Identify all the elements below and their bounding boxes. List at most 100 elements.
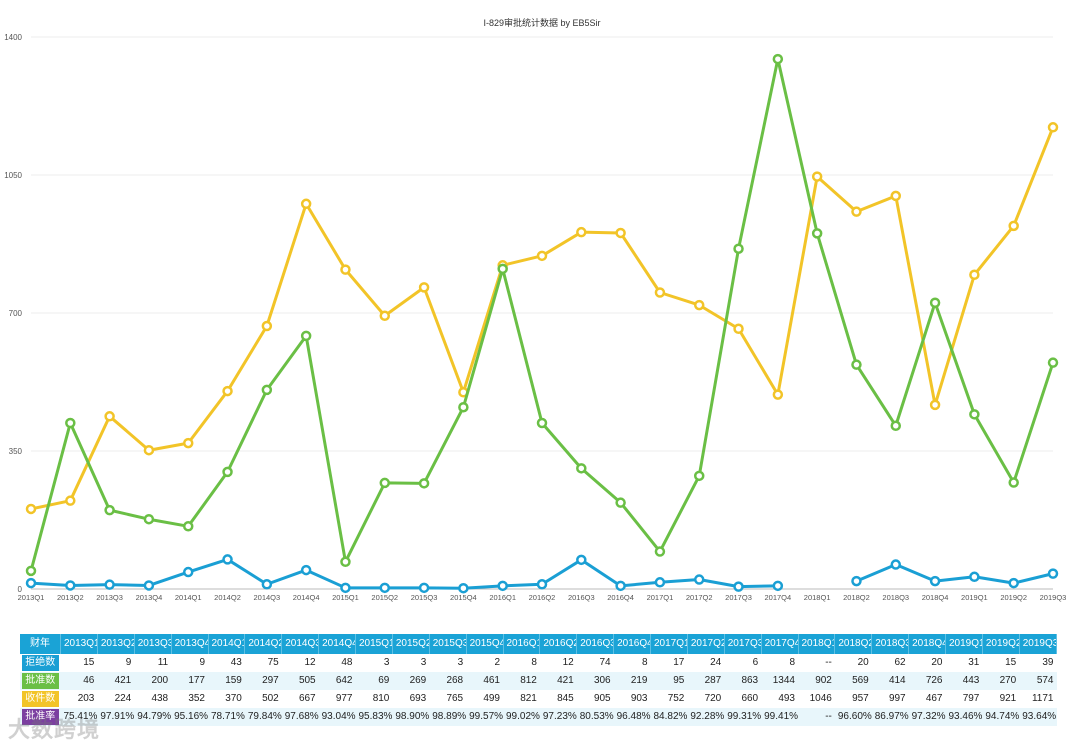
table-cell: 505 xyxy=(281,672,319,690)
x-tick-label: 2013Q1 xyxy=(18,593,45,602)
table-cell: 95.16% xyxy=(171,708,208,726)
table-header-quarter: 2018Q4 xyxy=(908,634,946,654)
table-cell: 797 xyxy=(945,690,983,708)
table-header-quarter: 2014Q4 xyxy=(318,634,356,654)
table-header-quarter: 2016Q3 xyxy=(576,634,615,654)
data-point-approve xyxy=(851,359,862,370)
table-cell: 15 xyxy=(982,654,1020,672)
watermark: 大数跨境 xyxy=(8,717,101,742)
table-cell: 94.74% xyxy=(982,708,1020,726)
data-point-reject xyxy=(1047,568,1059,579)
data-point-reject xyxy=(379,582,391,594)
table-cell: 1344 xyxy=(761,672,798,690)
data-point-receive xyxy=(890,190,902,202)
table-cell: 92.28% xyxy=(687,708,725,726)
table-cell: 499 xyxy=(466,690,503,708)
data-point-approve xyxy=(497,263,508,275)
y-tick-label: 350 xyxy=(9,447,23,456)
table-cell: 203 xyxy=(60,690,98,708)
data-point-receive xyxy=(300,198,312,210)
table-header-quarter: 2015Q2 xyxy=(392,634,430,654)
chart-title: I-829审批统计数据 by EB5Sir xyxy=(483,17,600,28)
table-cell: 93.46% xyxy=(945,708,983,726)
table-cell: 219 xyxy=(613,672,651,690)
data-point-reject xyxy=(340,582,351,594)
table-header-quarter: 2019Q3 xyxy=(1019,634,1058,654)
x-tick-label: 2013Q3 xyxy=(96,593,123,602)
table-cell: 270 xyxy=(982,672,1020,690)
x-tick-label: 2019Q1 xyxy=(961,593,988,602)
x-tick-label: 2013Q2 xyxy=(57,593,84,602)
table-row: 收件数 203 224 438 352 370 502 667 977 810 693 765 499 8… xyxy=(20,690,1057,708)
table-cell: 80.53% xyxy=(576,708,614,726)
table-cell: 642 xyxy=(318,672,356,690)
data-point-receive xyxy=(576,226,587,238)
data-point-receive xyxy=(65,495,76,506)
data-point-approve xyxy=(65,417,76,429)
table-cell: 8 xyxy=(761,654,798,672)
data-point-approve xyxy=(733,243,744,254)
data-point-receive xyxy=(536,250,548,262)
data-point-receive xyxy=(182,437,194,449)
data-point-reject xyxy=(969,571,980,583)
data-point-reject xyxy=(1008,577,1019,589)
table-cell: 957 xyxy=(834,690,872,708)
table-cell: 95 xyxy=(650,672,688,690)
table-cell: 98.89% xyxy=(429,708,467,726)
table-cell: 720 xyxy=(687,690,725,708)
table-cell: 810 xyxy=(355,690,393,708)
table-header-quarter: 2013Q3 xyxy=(134,634,172,654)
x-tick-label: 2019Q3 xyxy=(1040,593,1067,602)
table-cell: 74 xyxy=(576,654,614,672)
data-point-reject xyxy=(458,582,469,594)
data-point-receive xyxy=(615,227,626,239)
table-cell: 97.68% xyxy=(281,708,319,726)
table-cell: 574 xyxy=(1019,672,1057,690)
data-point-approve xyxy=(222,466,233,478)
data-point-approve xyxy=(261,384,273,396)
table-cell: 306 xyxy=(576,672,614,690)
table-cell: 17 xyxy=(650,654,688,672)
table-cell: 200 xyxy=(134,672,172,690)
table-cell: 1171 xyxy=(1019,690,1057,708)
table-cell: 95.83% xyxy=(355,708,393,726)
data-point-reject xyxy=(25,577,37,589)
data-point-reject xyxy=(222,554,233,565)
data-point-reject xyxy=(261,579,273,590)
x-tick-label: 2018Q2 xyxy=(843,593,870,602)
table-header-label: 财年 xyxy=(20,634,61,654)
table-header-quarter: 2019Q2 xyxy=(982,634,1020,654)
data-point-reject xyxy=(654,577,666,588)
table-cell: 48 xyxy=(318,654,356,672)
table-cell: 20 xyxy=(834,654,872,672)
table-row: 批准数 46 421 200 177 159 297 505 642 69 269 268 461 812… xyxy=(20,672,1057,690)
table-header-quarter: 2015Q4 xyxy=(466,634,504,654)
table-cell: 287 xyxy=(687,672,725,690)
data-point-receive xyxy=(733,323,744,335)
table-cell: 821 xyxy=(503,690,540,708)
table-header-quarter: 2013Q4 xyxy=(171,634,209,654)
table-cell: 693 xyxy=(392,690,430,708)
data-point-reject xyxy=(143,580,155,591)
table-header-quarter: 2014Q3 xyxy=(281,634,320,654)
data-point-approve xyxy=(536,417,548,429)
x-tick-label: 2015Q2 xyxy=(371,593,398,602)
data-point-approve xyxy=(576,463,587,474)
table-cell: 20 xyxy=(908,654,946,672)
table-cell: 93.64% xyxy=(1019,708,1057,726)
data-point-reject xyxy=(497,580,508,592)
table-cell: 370 xyxy=(208,690,245,708)
x-tick-label: 2014Q1 xyxy=(175,593,202,602)
table-header-quarter: 2015Q1 xyxy=(355,634,393,654)
table-cell: 921 xyxy=(982,690,1020,708)
table-cell: 660 xyxy=(724,690,762,708)
table-cell: 905 xyxy=(576,690,614,708)
table-cell: 903 xyxy=(613,690,651,708)
table-cell: 97.32% xyxy=(908,708,946,726)
x-tick-label: 2019Q2 xyxy=(1000,593,1027,602)
table-cell: 414 xyxy=(871,672,909,690)
table-row: 拒绝数 15 9 11 9 43 75 12 48 3 3 3 2 8 12 74 8 17 24 6 8 -- 20 62 2… xyxy=(20,654,1057,672)
table-row-label: 批准率 xyxy=(20,708,61,726)
data-point-receive xyxy=(261,320,273,332)
x-tick-label: 2018Q4 xyxy=(922,593,949,602)
